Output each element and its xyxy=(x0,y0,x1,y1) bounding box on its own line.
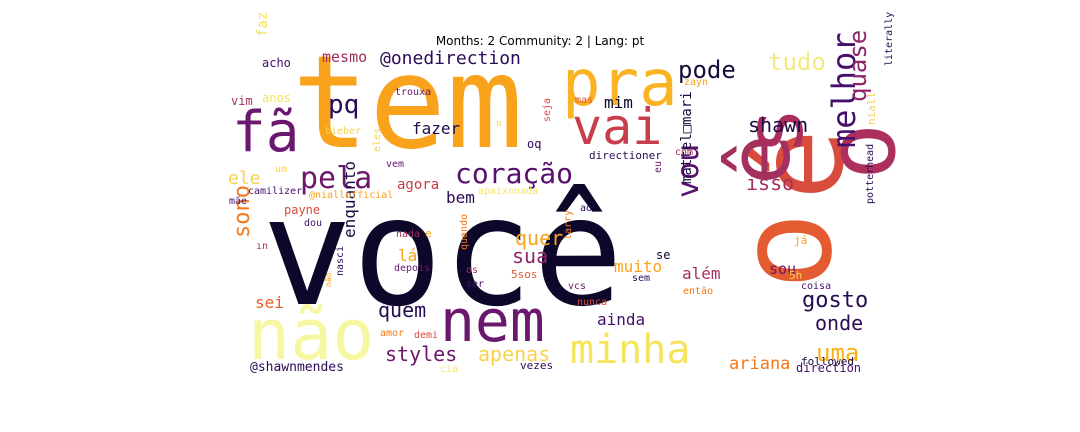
word-99: n xyxy=(496,119,502,129)
word-10: fã xyxy=(232,100,300,165)
word-91: amor xyxy=(380,328,405,339)
word-35: lá xyxy=(398,246,418,265)
word-31: sua xyxy=(512,244,549,268)
word-45: ariana xyxy=(729,354,791,374)
word-93: já xyxy=(794,234,808,247)
word-16: pela xyxy=(300,161,373,196)
word-27: agora xyxy=(397,177,440,193)
word-1: tem xyxy=(292,29,524,178)
word-72: nada xyxy=(396,229,421,240)
word-76: os xyxy=(466,265,479,276)
word-69: mãe xyxy=(229,196,248,207)
word-0: você xyxy=(262,166,624,340)
word-44: sou xyxy=(769,260,797,278)
word-11: vai xyxy=(572,98,663,156)
word-81: não xyxy=(324,272,333,287)
word-74: quando xyxy=(459,213,470,250)
word-53: bieber xyxy=(325,126,362,137)
word-67: se xyxy=(656,248,671,262)
word-98: ın xyxy=(256,241,269,252)
word-57: oq xyxy=(527,137,542,151)
word-17: pq xyxy=(328,90,360,120)
word-37: apenas xyxy=(478,342,551,366)
word-49: acho xyxy=(262,56,291,70)
word-28: fazer xyxy=(412,119,461,138)
word-33: quem xyxy=(378,298,427,322)
word-64: directioner xyxy=(589,149,662,162)
word-8: pra xyxy=(562,47,678,121)
word-54: mas xyxy=(575,95,594,106)
word-59: vem xyxy=(386,159,405,170)
word-50: vim xyxy=(231,94,253,108)
word-32: bem xyxy=(446,188,475,207)
word-40: gosto xyxy=(802,288,869,313)
word-42: ainda xyxy=(597,310,646,329)
word-52: trouxa xyxy=(395,87,432,98)
word-65: com xyxy=(675,147,694,158)
word-39: onde xyxy=(815,311,864,335)
word-51: anos xyxy=(262,91,291,105)
word-86: coisa xyxy=(801,281,832,292)
word-58: eles xyxy=(372,127,383,152)
word-46: mattel□mari xyxy=(679,91,695,184)
word-18: pode xyxy=(678,56,736,84)
word-68: ao xyxy=(580,203,593,214)
word-75: depois xyxy=(394,263,431,274)
word-77: ser xyxy=(466,279,485,290)
word-87: 5h xyxy=(789,269,803,282)
word-15: coração xyxy=(455,157,574,190)
word-63: apaixonada xyxy=(478,186,539,197)
word-84: sem xyxy=(632,273,651,284)
word-70: payne xyxy=(284,203,321,217)
word-19: tudo xyxy=(768,48,826,76)
word-7: não xyxy=(248,294,375,376)
word-94: potterhead xyxy=(865,143,876,204)
word-23: mesmo xyxy=(322,48,368,66)
word-96: literally xyxy=(884,11,895,66)
word-26: ele xyxy=(228,168,261,189)
word-92: demi xyxy=(414,330,439,341)
word-30: quer xyxy=(515,226,564,250)
word-12: minha xyxy=(570,327,691,373)
word-79: larry xyxy=(563,209,574,240)
word-47: @shawnmendes xyxy=(250,360,344,375)
word-95: niall xyxy=(865,91,878,125)
word-24: isso xyxy=(746,171,795,195)
word-97: faz xyxy=(255,11,271,37)
word-29: mim xyxy=(604,93,633,112)
word-71: dou xyxy=(304,218,323,229)
word-89: direction xyxy=(796,361,862,375)
word-38: uma xyxy=(816,339,860,367)
word-90: vezes xyxy=(520,359,554,372)
word-36: styles xyxy=(385,342,458,366)
chart-title: Months: 2 Community: 2 | Lang: pt xyxy=(435,34,645,48)
word-21: shawn xyxy=(748,113,809,137)
word-48: sei xyxy=(255,293,284,312)
word-80: nasci xyxy=(335,245,346,276)
word-55: zayn xyxy=(684,77,709,88)
word-88: followed xyxy=(801,355,854,368)
word-43: além xyxy=(682,264,721,283)
word-22: @onedirection xyxy=(380,48,521,69)
word-41: muito xyxy=(614,257,663,276)
word-60: um xyxy=(275,164,288,175)
word-56: seja xyxy=(542,97,553,122)
word-73: e xyxy=(425,227,432,240)
word-82: vcs xyxy=(568,281,587,292)
word-9: nem xyxy=(440,287,545,355)
word-85: então xyxy=(683,286,714,297)
word-100: cia xyxy=(440,364,459,375)
word-61: camilizer xyxy=(248,186,303,197)
word-78: 5sos xyxy=(511,268,538,281)
word-3: o xyxy=(709,211,861,290)
word-66: eu xyxy=(653,160,664,173)
word-62: @niallofficial xyxy=(309,190,394,201)
word-83: nunca xyxy=(577,297,608,308)
